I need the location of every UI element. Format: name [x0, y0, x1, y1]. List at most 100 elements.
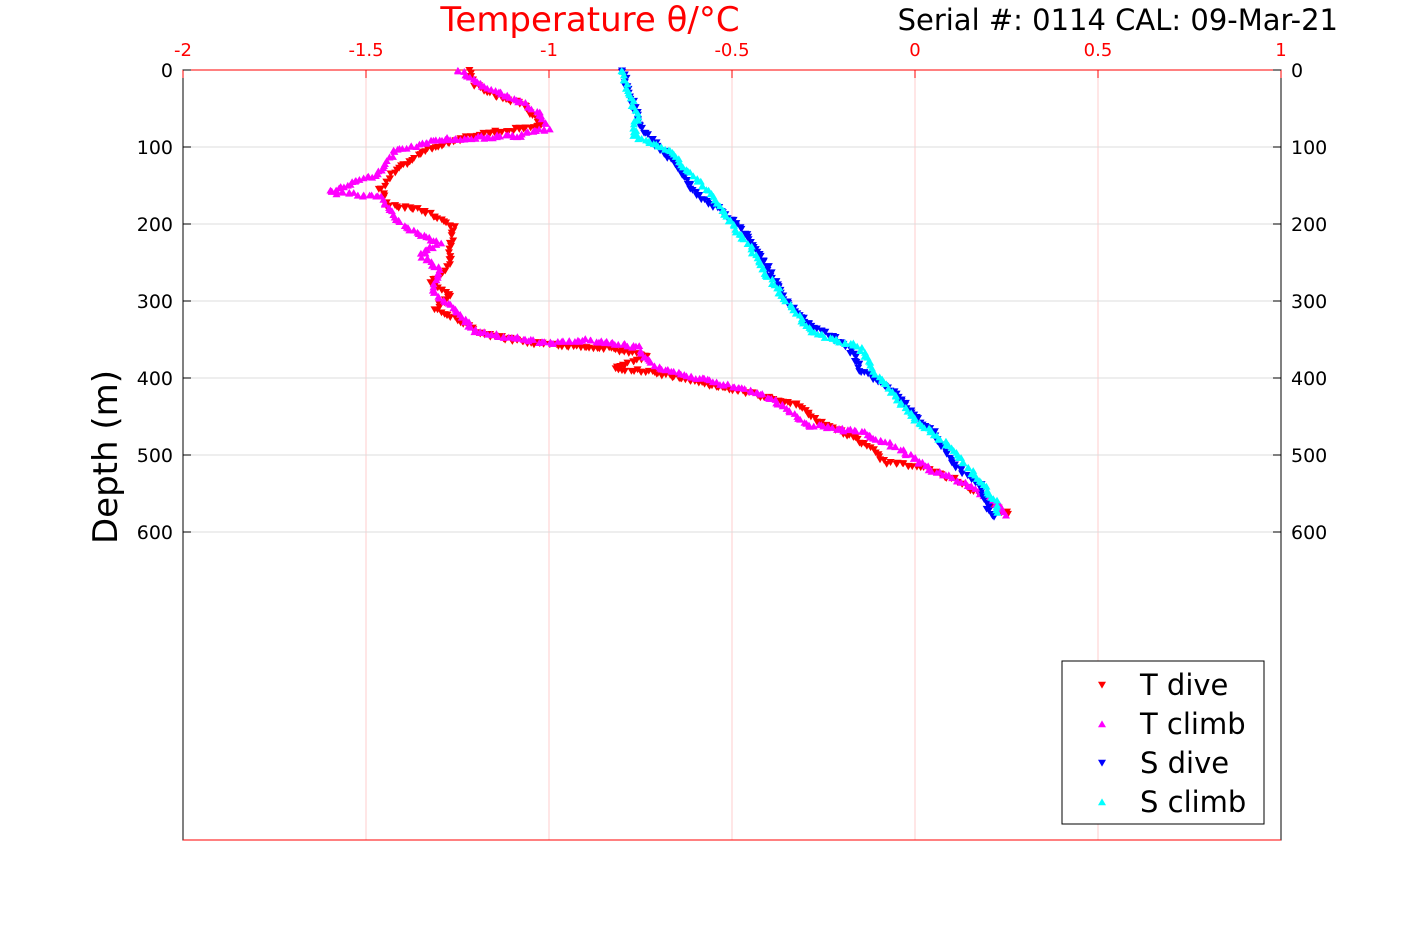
data-point [854, 364, 863, 372]
data-point [881, 438, 890, 446]
data-point [549, 340, 558, 347]
legend-label: S climb [1140, 785, 1246, 819]
data-point [413, 205, 422, 212]
data-point [338, 188, 347, 196]
data-point [747, 242, 756, 250]
data-point [465, 73, 474, 81]
data-point [885, 438, 894, 446]
data-point [918, 458, 927, 466]
data-point [435, 294, 444, 302]
data-point [407, 142, 416, 150]
data-point [864, 370, 873, 378]
data-point [891, 443, 900, 451]
data-point [871, 370, 880, 378]
y-tick-label-right: 200 [1291, 214, 1327, 236]
data-point [853, 342, 862, 350]
data-point [526, 124, 535, 132]
data-point [984, 507, 993, 515]
data-point [409, 206, 418, 214]
data-point [429, 280, 438, 288]
data-point [487, 85, 496, 93]
data-point [359, 174, 368, 182]
data-point [485, 130, 494, 138]
data-point [669, 367, 678, 375]
data-point [444, 249, 453, 257]
data-point [422, 256, 431, 264]
data-point [529, 336, 538, 343]
data-point [359, 191, 368, 199]
data-point [646, 358, 655, 366]
y-tick-label-right: 300 [1291, 291, 1327, 313]
chart-subtitle: Serial #: 0114 CAL: 09-Mar-21 [898, 3, 1338, 37]
data-point [426, 209, 435, 217]
data-point [650, 362, 659, 370]
y-tick-label-right: 500 [1291, 445, 1327, 467]
data-point [806, 325, 815, 333]
data-point [427, 258, 436, 266]
data-point [353, 191, 362, 199]
data-point [880, 457, 889, 464]
data-point [886, 388, 895, 396]
data-point [948, 474, 957, 482]
data-point [349, 189, 358, 196]
y-tick-label: 0 [161, 60, 173, 82]
data-point [467, 69, 476, 77]
data-point [433, 306, 442, 314]
data-point [704, 200, 713, 208]
data-point [911, 454, 920, 461]
y-tick-label-right: 100 [1291, 137, 1327, 159]
data-point [937, 443, 946, 451]
data-point [454, 67, 463, 75]
data-point [380, 200, 389, 208]
data-point [614, 340, 623, 348]
data-point [689, 172, 698, 180]
data-point [629, 128, 638, 136]
data-point [896, 400, 905, 408]
data-point [762, 273, 771, 280]
data-point [633, 131, 642, 139]
data-point [892, 396, 901, 404]
data-point [730, 221, 739, 229]
x-tick-label: -1.5 [348, 40, 383, 61]
legend-label: S dive [1140, 746, 1229, 780]
data-point [564, 338, 573, 345]
data-point [926, 428, 935, 436]
data-point [367, 191, 376, 199]
data-point [957, 466, 966, 474]
data-point [466, 323, 475, 331]
data-point [374, 185, 383, 193]
data-point [696, 177, 705, 185]
data-point [537, 115, 546, 123]
data-point [493, 333, 502, 341]
data-point [811, 414, 820, 422]
data-point [417, 253, 426, 261]
x-tick-label: -0.5 [714, 40, 749, 61]
data-point [522, 128, 531, 136]
data-point [993, 496, 1002, 504]
data-point [924, 462, 933, 470]
data-point [521, 99, 530, 106]
data-point [851, 427, 860, 435]
data-point [786, 400, 795, 408]
data-point [798, 405, 807, 412]
series-t-climb [326, 66, 1011, 519]
data-point [856, 347, 865, 355]
y-tick-label: 100 [137, 137, 173, 159]
y-tick-label-right: 600 [1291, 522, 1327, 544]
data-point [432, 276, 441, 284]
data-point [747, 249, 756, 257]
data-point [545, 125, 554, 133]
data-point [514, 334, 523, 342]
data-point [629, 358, 638, 365]
data-point [457, 313, 466, 321]
data-point [505, 94, 514, 101]
data-point [756, 252, 765, 260]
x-tick-label: 0 [909, 40, 920, 61]
legend-marker [1098, 720, 1106, 728]
data-point [332, 190, 341, 198]
data-point [957, 454, 966, 461]
data-point [480, 328, 489, 336]
data-point [853, 435, 862, 443]
